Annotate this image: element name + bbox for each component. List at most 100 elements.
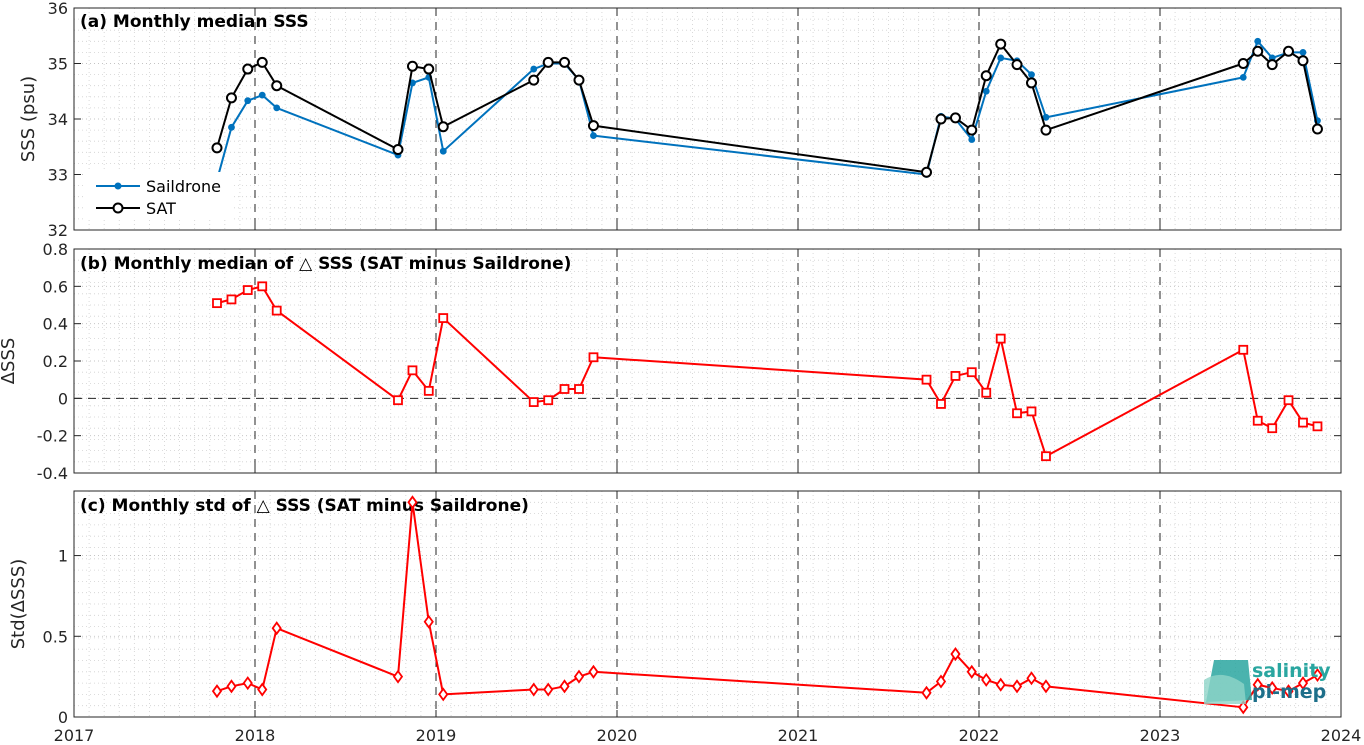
logo-wave-highlight-icon <box>1204 674 1246 704</box>
data-point <box>574 384 584 394</box>
data-point <box>438 313 449 323</box>
panel-c-title: (c) Monthly std of △ SSS (SAT minus Sail… <box>80 496 529 516</box>
data-point <box>981 672 992 687</box>
data-point <box>438 687 449 702</box>
data-point <box>528 74 540 86</box>
data-point <box>423 385 434 396</box>
y-tick-label: 0.6 <box>43 277 68 296</box>
data-point <box>244 97 252 105</box>
data-point <box>1239 73 1247 81</box>
data-point <box>1012 408 1022 419</box>
legend-saildrone-sat: Saildrone SAT <box>86 172 234 220</box>
data-point <box>921 685 932 700</box>
data-point <box>271 80 283 92</box>
data-point <box>935 113 947 125</box>
data-point <box>559 679 570 694</box>
data-point <box>226 294 237 305</box>
data-point <box>966 124 978 136</box>
y-tick-label: 0.4 <box>43 315 68 334</box>
data-point <box>257 682 268 697</box>
data-point <box>921 166 933 178</box>
data-point <box>966 367 977 378</box>
data-point <box>226 679 237 694</box>
data-point <box>590 132 597 140</box>
x-tick-label: 2017 <box>54 726 95 745</box>
panel-frame <box>73 490 1342 718</box>
data-point <box>212 298 222 309</box>
data-point <box>393 395 403 406</box>
data-point <box>1040 124 1052 136</box>
data-point <box>1026 671 1037 686</box>
data-point <box>392 144 404 156</box>
data-point <box>1267 423 1278 434</box>
data-point <box>256 56 268 68</box>
y-tick-label: 0.8 <box>43 240 68 259</box>
panel-a: 32 33 34 35 36 (a) Monthly median SSS SSS (p… <box>18 0 1342 240</box>
data-point <box>1298 417 1308 428</box>
legend-sat-label: SAT <box>146 199 176 218</box>
data-point <box>1041 451 1051 462</box>
series-delta-1 <box>212 281 1323 462</box>
data-point <box>1028 71 1035 78</box>
data-point <box>258 91 266 99</box>
data-point <box>543 682 554 697</box>
legend-saildrone-marker <box>114 182 122 190</box>
y-tick-label: 1 <box>58 547 68 566</box>
y-tick-label: 0.2 <box>43 352 68 371</box>
data-point <box>211 142 223 154</box>
data-point <box>1252 45 1264 57</box>
panel-0-axes: 32 33 34 35 36 <box>48 0 1342 240</box>
y-tick-label: 36 <box>48 0 68 18</box>
data-point <box>1011 679 1023 694</box>
legend-sat-marker <box>112 202 124 214</box>
panel-b-title: (b) Monthly median of △ SSS (SAT minus S… <box>80 254 571 274</box>
data-point <box>559 384 570 394</box>
data-point <box>257 281 268 292</box>
data-point <box>587 120 599 132</box>
data-point <box>542 56 554 68</box>
x-tick-label: 2024 <box>1321 726 1362 745</box>
y-tick-label: 0 <box>58 708 68 727</box>
y-tick-label: 34 <box>48 110 68 129</box>
data-point <box>1238 344 1249 355</box>
data-point <box>1238 700 1249 715</box>
data-point <box>995 38 1007 50</box>
x-tick-label: 2020 <box>597 726 638 745</box>
data-point <box>981 387 992 398</box>
x-tick-label: 2019 <box>416 726 457 745</box>
data-point <box>949 112 961 124</box>
data-point <box>559 56 571 68</box>
logo-text-salinity: salinity <box>1252 660 1331 682</box>
y-tick-label: 32 <box>48 221 68 240</box>
data-point <box>950 371 961 381</box>
data-point <box>1283 395 1294 406</box>
data-point <box>935 674 947 689</box>
x-axis-labels: 2017 2018 2019 2020 2021 2022 2023 2024 <box>54 726 1362 745</box>
data-point <box>273 104 281 112</box>
data-point <box>406 60 418 72</box>
data-point <box>528 682 539 697</box>
data-point <box>228 123 235 131</box>
data-point <box>1025 77 1037 89</box>
data-point <box>242 63 254 75</box>
data-point <box>1297 55 1309 67</box>
data-point <box>1266 59 1278 71</box>
data-point <box>950 647 961 662</box>
data-point <box>573 74 585 86</box>
data-point <box>530 65 538 73</box>
data-point <box>936 399 946 409</box>
y-tick-label: 0.5 <box>43 627 68 646</box>
data-point <box>407 365 418 376</box>
data-point <box>1252 415 1263 426</box>
data-point <box>242 676 253 691</box>
data-point <box>1237 58 1249 69</box>
data-point <box>1312 421 1323 432</box>
y-tick-label: 33 <box>48 166 68 185</box>
data-point <box>1011 59 1023 71</box>
y-tick-label: -0.2 <box>37 427 68 446</box>
data-point <box>437 121 449 133</box>
y-tick-label: 35 <box>48 55 68 74</box>
data-point <box>968 136 976 143</box>
data-point <box>423 614 434 629</box>
